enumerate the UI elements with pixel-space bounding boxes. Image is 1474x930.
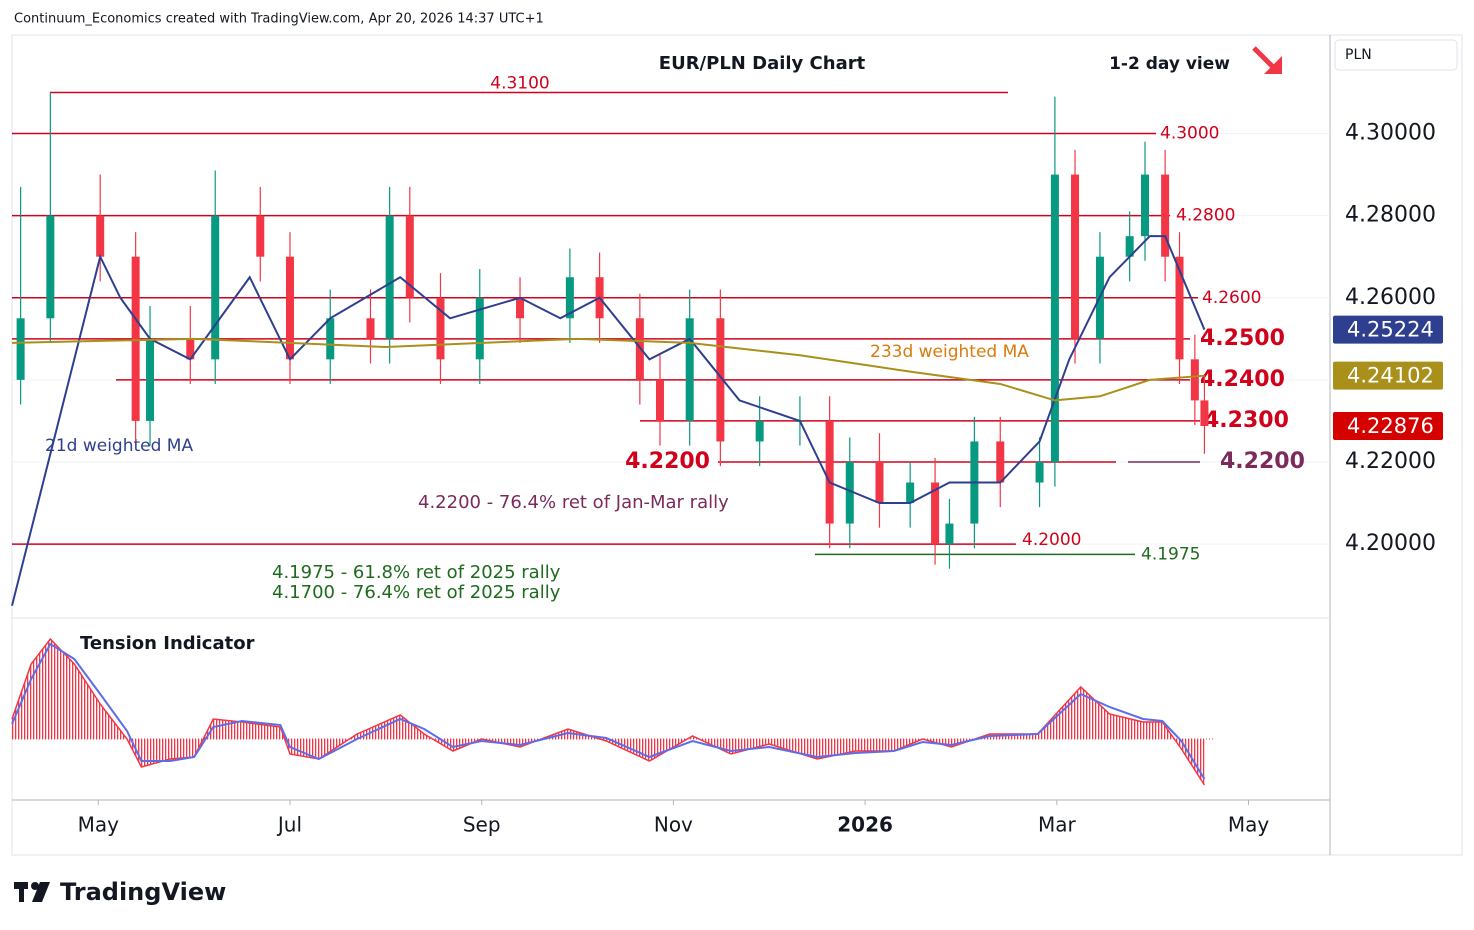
level-label: 4.1975 <box>1141 544 1200 564</box>
x-tick-label: May <box>78 813 120 837</box>
y-tick-label: 4.26000 <box>1345 285 1436 310</box>
annotation: 4.2200 - 76.4% ret of Jan-Mar rally <box>418 492 729 513</box>
candle-body <box>1141 174 1150 237</box>
candle-body <box>945 523 954 545</box>
candle-body <box>1190 359 1199 401</box>
currency-box <box>1334 39 1458 71</box>
header: Continuum_Economics created with Trading… <box>14 12 544 27</box>
y-tick-label: 4.30000 <box>1345 121 1436 146</box>
candle-body <box>436 297 445 360</box>
signal-line <box>11 642 1206 780</box>
candle-body <box>1125 236 1134 257</box>
candle-body <box>716 318 725 442</box>
candle-body <box>256 215 265 257</box>
level-label: 4.3100 <box>490 73 549 93</box>
brand-logo <box>14 882 50 902</box>
level-label: 4.2200 <box>1220 449 1305 474</box>
candle-body <box>186 338 195 360</box>
x-tick-label: Jul <box>276 813 302 837</box>
price-badge <box>1333 361 1443 390</box>
x-tick-label: May <box>1228 813 1270 837</box>
candle-body <box>875 461 884 504</box>
price-badge-label: 4.22876 <box>1347 414 1434 438</box>
candle-body <box>46 215 55 319</box>
candle-body <box>211 215 220 360</box>
candle-body <box>1175 256 1184 360</box>
level-label: 4.2300 <box>1204 408 1289 433</box>
level-label: 4.2800 <box>1176 206 1235 226</box>
candle-body <box>1200 400 1209 427</box>
candle-body <box>1071 174 1080 339</box>
ma233-label: 233d weighted MA <box>870 342 1029 362</box>
candle-body <box>405 215 414 298</box>
candle-body <box>685 318 694 421</box>
tension-line <box>11 637 1206 786</box>
candle-body <box>996 441 1005 483</box>
level-label: 4.2400 <box>1200 367 1285 392</box>
y-tick-label: 4.28000 <box>1345 203 1436 228</box>
price-badge-label: 4.24102 <box>1347 364 1434 388</box>
candle-body <box>565 277 574 319</box>
candle-body <box>326 318 335 360</box>
down-arrow <box>1252 46 1282 74</box>
level-label: 4.2500 <box>1200 326 1285 351</box>
x-tick-label: Sep <box>463 813 501 837</box>
annotation: 4.1975 - 61.8% ret of 2025 rally <box>272 562 561 583</box>
chart-title: EUR/PLN Daily Chart <box>659 53 866 74</box>
candle-body <box>16 318 25 380</box>
candle-body <box>755 420 764 442</box>
candle-body <box>845 461 854 524</box>
x-tick-label: 2026 <box>837 813 893 837</box>
level-label: 4.3000 <box>1160 124 1219 144</box>
candle-body <box>366 318 375 339</box>
candle-body <box>285 256 294 360</box>
candle-body <box>131 256 140 421</box>
candle-body <box>475 297 484 360</box>
candle-body <box>1035 461 1044 483</box>
tension-title: Tension Indicator <box>80 633 255 654</box>
tension-histogram <box>12 639 1205 785</box>
ma21-label: 21d weighted MA <box>45 436 193 456</box>
candle-body <box>1050 174 1059 462</box>
y-tick-label: 4.22000 <box>1345 449 1436 474</box>
candle-body <box>96 215 105 257</box>
candle-body <box>146 338 155 421</box>
x-tick-label: Mar <box>1038 813 1077 837</box>
candle-body <box>1161 174 1170 257</box>
candle-body <box>906 482 915 504</box>
currency: PLN <box>1345 47 1372 63</box>
brand: TradingView <box>60 878 226 906</box>
candle-body <box>385 215 394 339</box>
level-label: 4.2000 <box>1022 530 1081 550</box>
candle-body <box>931 482 940 545</box>
x-tick-label: Nov <box>654 813 693 837</box>
candle-body <box>655 379 664 421</box>
price-badge-label: 4.25224 <box>1347 318 1434 342</box>
ma-line <box>11 337 1205 402</box>
price-badge <box>1333 315 1443 344</box>
frame <box>11 34 1463 856</box>
candle-body <box>825 420 834 524</box>
price-badge <box>1333 412 1443 441</box>
y-tick-label: 4.20000 <box>1345 531 1436 556</box>
view-label: 1-2 day view <box>1109 54 1230 74</box>
level-label: 4.2200 <box>625 449 710 474</box>
annotation: 4.1700 - 76.4% ret of 2025 rally <box>272 582 561 603</box>
candle-body <box>516 297 525 319</box>
level-label: 4.2600 <box>1202 288 1261 308</box>
